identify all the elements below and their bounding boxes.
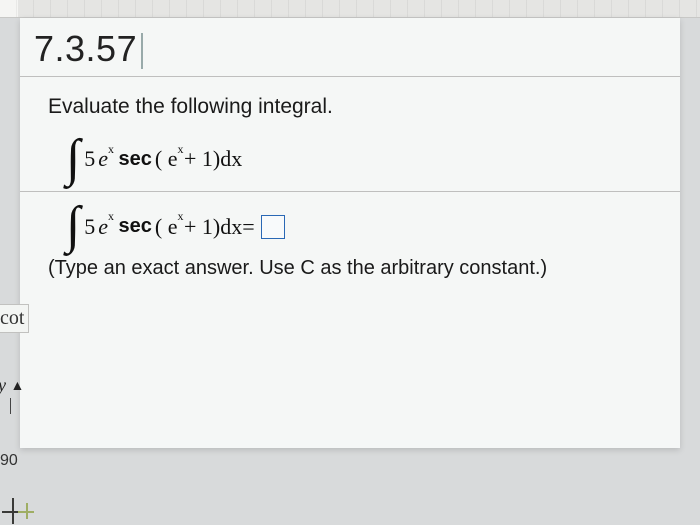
dx: dx <box>220 146 242 172</box>
exp-x: x <box>108 209 115 224</box>
exp-x: x <box>108 142 115 157</box>
problem-number: 7.3.57 <box>20 18 680 77</box>
arg-close: + 1) <box>184 214 220 240</box>
fragment-90: 90 <box>0 452 18 470</box>
coef: 5 <box>84 146 95 172</box>
sec-fn: sec <box>119 215 152 238</box>
up-arrow-icon: ▲ <box>11 379 25 394</box>
hint-text: (Type an exact answer. Use C as the arbi… <box>48 257 652 280</box>
axis-tick <box>10 398 11 414</box>
problem-number-text: 7.3.57 <box>34 28 137 69</box>
text-cursor <box>141 33 143 69</box>
question-body: Evaluate the following integral. ∫ 5 e x… <box>20 77 680 288</box>
instruction-text: Evaluate the following integral. <box>48 95 652 119</box>
integral-answer-row: ∫ 5 e x sec ( e x + 1) dx = <box>66 208 652 244</box>
var-e: e <box>98 146 108 172</box>
arg-open: ( e <box>155 214 178 240</box>
coef: 5 <box>84 214 95 240</box>
arg-open: ( e <box>155 146 178 172</box>
arg-close: + 1) <box>184 146 220 172</box>
equals-sign: = <box>242 214 254 240</box>
sec-fn: sec <box>119 148 152 171</box>
var-e: e <box>98 214 108 240</box>
fragment-cot-label: cot <box>0 304 29 333</box>
integral-sign-icon: ∫ <box>66 208 80 244</box>
ruler-strip <box>0 0 700 18</box>
question-card: 7.3.57 Evaluate the following integral. … <box>20 18 680 448</box>
answer-input[interactable] <box>261 215 285 239</box>
dx: dx <box>220 214 242 240</box>
arg-exp: x <box>177 209 184 224</box>
integral-expression: ∫ 5 e x sec ( e x + 1) dx <box>66 141 652 177</box>
integral-sign-icon: ∫ <box>66 141 80 177</box>
fragment-axis-label: y ▲ <box>0 378 24 395</box>
arg-exp: x <box>177 142 184 157</box>
axis-corner-icon <box>2 498 32 524</box>
divider <box>20 191 680 192</box>
